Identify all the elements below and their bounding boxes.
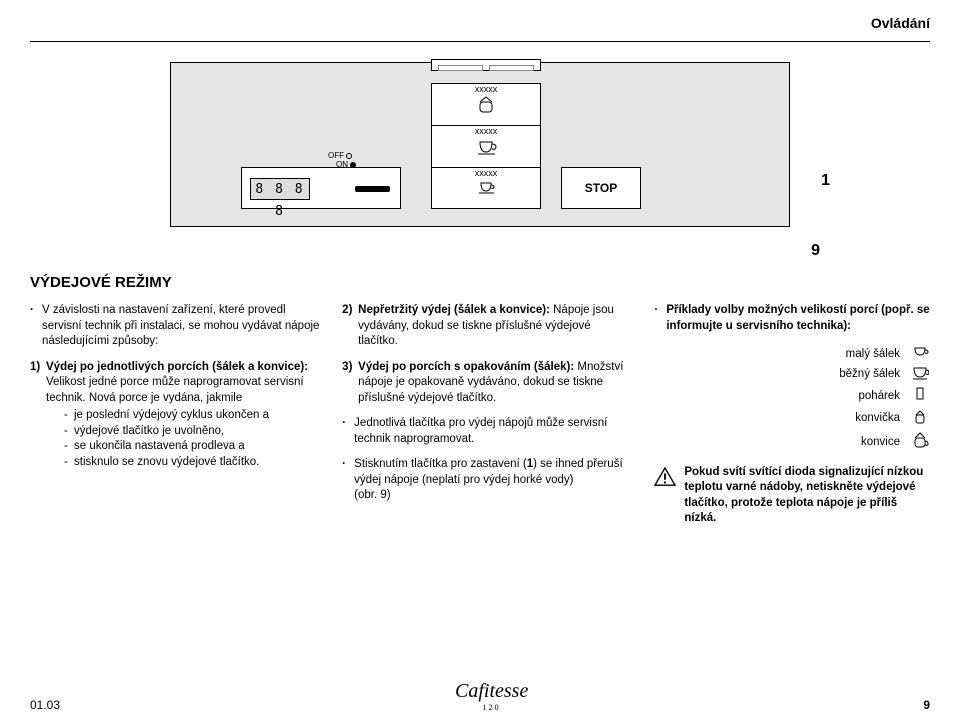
- mode-2: 2) Nepřetržitý výdej (šálek a konvice): …: [342, 303, 632, 350]
- panel-top-slot: [431, 59, 541, 71]
- dash-4: stisknulo se znovu výdejové tlačítko.: [64, 455, 320, 471]
- beaker-icon: [910, 386, 930, 407]
- mode-3-head: Výdej po porcích s opakováním (šálek):: [358, 361, 574, 373]
- label-x3: xxxxx: [432, 168, 540, 178]
- warning-icon: [654, 467, 676, 487]
- page-footer: 01.03 Cafitesse 120 9: [30, 680, 930, 712]
- figure-label-1: 1: [821, 172, 830, 190]
- divider: [30, 41, 930, 42]
- coin-slot: [355, 186, 390, 192]
- page-number: 9: [923, 698, 930, 712]
- small-jug-icon: [910, 409, 930, 430]
- mode-1-head: Výdej po jednotlivých porcích (šálek a k…: [46, 361, 308, 373]
- small-cup-icon: [910, 345, 930, 364]
- size-row: malý šálek: [654, 344, 930, 365]
- note-2: Stisknutím tlačítka pro zastavení (1) se…: [342, 457, 632, 504]
- body-columns: V závislosti na nastavení zařízení, kter…: [30, 303, 930, 527]
- cup-icon: [475, 136, 497, 156]
- control-panel-figure: OFF ON 8 8 8 8 xxxxx xxxxx xxxxx STOP 1: [30, 62, 930, 232]
- num-2: 2): [342, 303, 352, 319]
- dispense-buttons: xxxxx xxxxx xxxxx: [431, 83, 541, 209]
- mode-1-body: Velikost jedné porce může naprogramovat …: [46, 376, 304, 404]
- dash-2: výdejové tlačítko je uvolněno,: [64, 424, 320, 440]
- size-label: konvička: [790, 411, 900, 427]
- jug-icon: [475, 94, 497, 116]
- jug-icon: [910, 431, 930, 454]
- num-1: 1): [30, 360, 40, 376]
- size-label: malý šálek: [790, 347, 900, 363]
- seven-seg-display: 8 8 8 8: [250, 178, 310, 200]
- warning-block: Pokud svítí svítící dioda signalizující …: [654, 465, 930, 527]
- column-3: Příklady volby možných velikostí porcí (…: [654, 303, 930, 527]
- section-title: VÝDEJOVÉ REŽIMY: [30, 274, 930, 291]
- size-row: konvice: [654, 430, 930, 455]
- mode-2-head: Nepřetržitý výdej (šálek a konvice):: [358, 304, 550, 316]
- size-row: konvička: [654, 408, 930, 431]
- num-3: 3): [342, 360, 352, 376]
- dash-3: se ukončila nastavená prodleva a: [64, 439, 320, 455]
- column-2: 2) Nepřetržitý výdej (šálek a konvice): …: [342, 303, 632, 527]
- label-x2: xxxxx: [432, 126, 540, 136]
- examples-head: Příklady volby možných velikostí porcí (…: [654, 303, 930, 334]
- page-header: Ovládání: [30, 15, 930, 31]
- figure-label-9: 9: [30, 242, 930, 260]
- size-label: běžný šálek: [790, 367, 900, 383]
- mode-1: 1) Výdej po jednotlivých porcích (šálek …: [30, 360, 320, 471]
- label-x1: xxxxx: [432, 84, 540, 94]
- intro-para: V závislosti na nastavení zařízení, kter…: [30, 303, 320, 350]
- brand-logo: Cafitesse 120: [455, 680, 528, 712]
- sizes-table: malý šálek běžný šálek pohárek konvička: [654, 344, 930, 455]
- display-module: 8 8 8 8: [241, 167, 401, 209]
- dash-1: je poslední výdejový cyklus ukončen a: [64, 408, 320, 424]
- size-row: běžný šálek: [654, 365, 930, 386]
- stop-button: STOP: [561, 167, 641, 209]
- size-label: konvice: [790, 435, 900, 451]
- size-label: pohárek: [790, 389, 900, 405]
- mode-3: 3) Výdej po porcích s opakováním (šálek)…: [342, 360, 632, 407]
- small-cup-icon: [475, 178, 497, 196]
- column-1: V závislosti na nastavení zařízení, kter…: [30, 303, 320, 527]
- size-row: pohárek: [654, 385, 930, 408]
- warning-text: Pokud svítí svítící dioda signalizující …: [684, 465, 930, 527]
- footer-date: 01.03: [30, 698, 60, 712]
- cup-icon: [910, 366, 930, 385]
- note-1: Jednotlivá tlačítka pro výdej nápojů můž…: [342, 416, 632, 447]
